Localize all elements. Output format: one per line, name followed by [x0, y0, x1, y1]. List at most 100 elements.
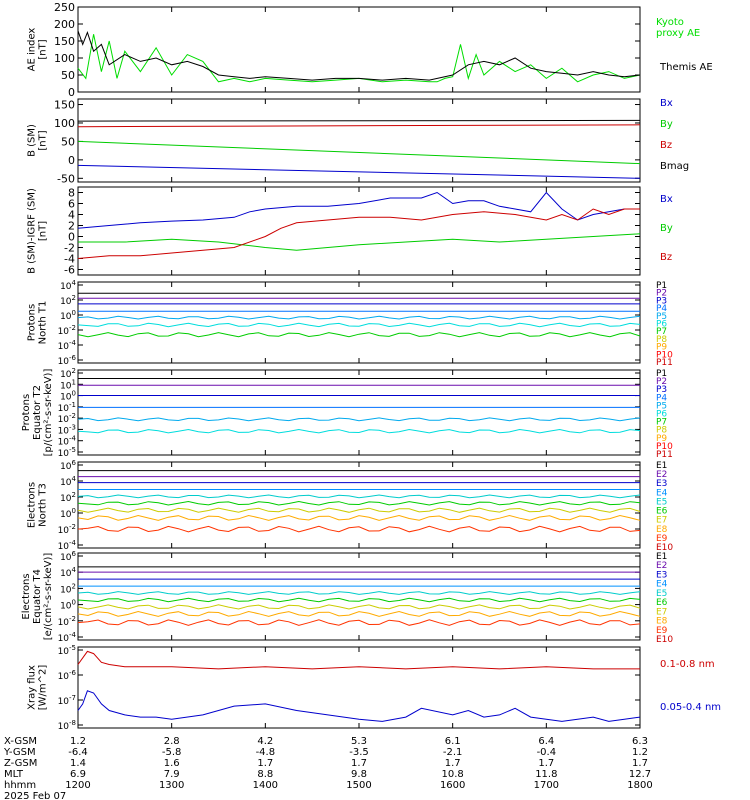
legend-entry: By: [660, 223, 673, 234]
particle-5-tick-label: 106: [60, 459, 76, 472]
channel-E6-line: [77, 500, 641, 506]
orbit-row-label: Z-GSM: [4, 758, 37, 769]
channel-E8-line: [77, 514, 641, 521]
y-axis-label: [p/(cm²-s-sr-keV)]: [43, 369, 54, 457]
channel-label: E4: [656, 580, 668, 590]
orbit-value: 1200: [65, 780, 90, 791]
bsm-tick-label: -50: [57, 172, 75, 185]
channel-label: E8: [656, 525, 668, 535]
dbsm-tick-label: -2: [64, 242, 75, 255]
bsm-tick-label: 50: [61, 135, 75, 148]
channel-label: P11: [656, 358, 673, 368]
panel-4: 104 102 100 10-2 10-4 10-6 Protons North T1 P1P2…: [27, 279, 674, 368]
channel-P6-line: [77, 322, 641, 328]
channel-label: P7: [656, 418, 667, 428]
channel-label: E6: [656, 507, 668, 517]
orbit-row-label: hhmm: [4, 780, 36, 791]
orbit-row-label: MLT: [4, 769, 24, 780]
particle-3-tick-label: 102: [60, 294, 76, 307]
particle-5-tick-label: 102: [60, 491, 76, 504]
y-axis-label: Electrons: [27, 482, 38, 528]
y-axis-label: Protons: [27, 304, 38, 341]
channel-label: E4: [656, 488, 668, 498]
channel-label: E3: [656, 570, 667, 580]
channel-label: P4: [656, 393, 667, 403]
particle-3-tick-label: 100: [60, 309, 76, 322]
particle-3-tick-label: 10-6: [58, 354, 77, 367]
channel-label: E3: [656, 479, 667, 489]
panel-8: 10-5 10-6 10-7 10-8 Xray flux [W/m^2] 0.1-0.8 …: [27, 644, 722, 732]
particle-5-tick-label: 10-4: [58, 539, 77, 552]
channel-label: P1: [656, 281, 667, 291]
panel-frame: [77, 369, 641, 456]
bsm-tick-label: 100: [54, 117, 75, 130]
particle-6-tick-label: 100: [60, 599, 76, 612]
dbsm-series-2: [77, 208, 640, 259]
channel-label: P8: [656, 426, 667, 436]
ae-series-0: [77, 34, 641, 83]
y-axis-label: [W/m^2]: [38, 665, 49, 711]
channel-label: P2: [656, 289, 667, 299]
bsm-series-2: [77, 124, 641, 128]
legend-entry: Bx: [660, 194, 673, 205]
orbit-value: -3.5: [349, 747, 369, 758]
orbit-value: 6.4: [538, 736, 554, 747]
channel-label: P3: [656, 296, 667, 306]
legend-entry: Kyoto: [656, 17, 684, 28]
channel-label: E2: [656, 470, 667, 480]
particle-5-tick-label: 100: [60, 507, 76, 520]
dbsm-series-0: [77, 191, 640, 229]
orbit-value: 1.7: [445, 758, 461, 769]
channel-label: E9: [656, 534, 668, 544]
orbit-value: 6.3: [632, 736, 648, 747]
channel-label: E7: [656, 516, 667, 526]
y-axis-label: Equator T2: [32, 385, 43, 440]
particle-6-tick-label: 106: [60, 550, 76, 563]
orbit-value: 11.8: [535, 769, 557, 780]
legend-entry: By: [660, 119, 673, 130]
orbit-value: 1600: [440, 780, 465, 791]
orbit-value: -5.8: [162, 747, 182, 758]
channel-label: P6: [656, 410, 667, 420]
channel-P6-line: [77, 428, 641, 434]
legend-entry: Bx: [660, 98, 673, 109]
channel-label: E7: [656, 607, 667, 617]
orbit-value: 4.2: [257, 736, 273, 747]
channel-label: E5: [656, 497, 667, 507]
particle-6-tick-label: 102: [60, 582, 76, 595]
ae-series-1: [77, 30, 641, 81]
orbit-value: -2.1: [443, 747, 463, 758]
channel-label: E1: [656, 461, 667, 471]
channel-label: P9: [656, 343, 667, 353]
dbsm-tick-label: 8: [68, 187, 75, 200]
legend-entry: Bz: [660, 252, 672, 263]
orbit-value: 6.1: [445, 736, 461, 747]
orbit-value: 8.8: [257, 769, 273, 780]
channel-label: E10: [656, 543, 673, 553]
bsm-series-0: [77, 164, 641, 179]
y-axis-label: [nT]: [38, 39, 49, 59]
dbsm-tick-label: -6: [64, 264, 75, 277]
channel-label: E2: [656, 561, 667, 571]
orbit-value: 1.2: [632, 747, 648, 758]
orbit-value: 1.6: [164, 758, 180, 769]
bsm-series-3: [77, 119, 641, 122]
channel-label: E10: [656, 635, 673, 645]
orbit-value: 1.2: [70, 736, 86, 747]
channel-E7-line: [77, 507, 641, 513]
channel-E6-line: [77, 597, 641, 603]
channel-label: P5: [656, 401, 667, 411]
y-axis-label: B (SM)-IGRF (SM): [27, 188, 38, 274]
dbsm-series-1: [78, 233, 641, 251]
legend-entry: Themis AE: [659, 62, 713, 73]
orbit-value: -4.8: [256, 747, 276, 758]
orbit-row-label: X-GSM: [4, 736, 37, 747]
dbsm-tick-label: -4: [64, 253, 75, 266]
bsm-tick-label: 0: [68, 154, 75, 167]
orbit-value: 1.7: [257, 758, 273, 769]
orbit-value: 1.7: [351, 758, 367, 769]
panel-7: 106 104 102 100 10-2 10-4 Electrons Equator T4[…: [21, 550, 673, 645]
